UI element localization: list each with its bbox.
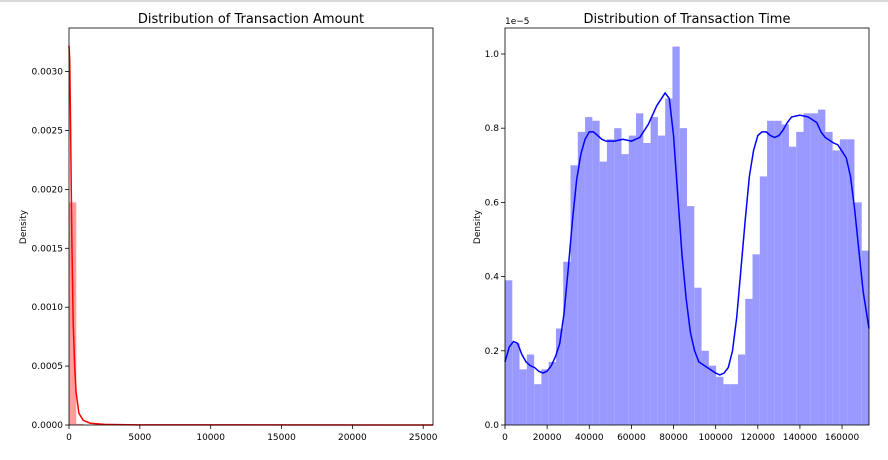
amount-x-axis: 0 5000 10000 15000 20000 25000 (66, 425, 438, 443)
time-bar (687, 206, 695, 425)
time-bar (723, 384, 731, 425)
time-y-tick-label: 0.2 (485, 347, 499, 357)
time-bar (759, 176, 768, 425)
amount-y-tick-label: 0.0015 (32, 244, 64, 254)
time-chart-offset-label: 1e−5 (505, 17, 530, 27)
time-bar (767, 120, 775, 425)
time-bar (636, 113, 644, 425)
amount-bar (76, 423, 84, 425)
time-bar (665, 98, 673, 425)
time-y-tick-label: 0.8 (485, 124, 500, 134)
time-bar (752, 254, 760, 425)
time-y-tick-label: 0.0 (485, 421, 500, 431)
time-y-tick-label: 1.0 (485, 50, 500, 60)
amount-y-tick-label: 0.0025 (32, 126, 64, 136)
time-y-axis: 0.0 0.2 0.4 0.6 0.8 1.0 (485, 50, 505, 431)
time-bar (810, 113, 819, 425)
time-bar (716, 376, 724, 425)
time-bar (730, 384, 738, 425)
top-border (0, 0, 888, 2)
time-bar (781, 124, 789, 426)
time-bar (861, 250, 869, 425)
time-bar (643, 143, 651, 426)
time-x-tick-label: 60000 (617, 433, 646, 443)
time-bar (847, 139, 855, 425)
time-bar (534, 384, 542, 425)
time-x-tick-label: 140000 (783, 433, 818, 443)
time-bar (708, 365, 717, 425)
time-chart-ylabel: Density (473, 209, 483, 244)
time-x-tick-label: 20000 (533, 433, 562, 443)
amount-x-tick-label: 25000 (409, 433, 438, 443)
time-bar (541, 369, 549, 425)
amount-plot-frame (68, 27, 434, 426)
amount-chart-ylabel: Density (19, 209, 29, 244)
time-bar (854, 202, 862, 425)
time-bar (796, 131, 804, 425)
time-bar (672, 46, 680, 426)
time-y-tick-label: 0.4 (485, 273, 500, 283)
time-bar (512, 343, 520, 425)
time-x-tick-label: 120000 (741, 433, 776, 443)
time-bar (774, 120, 782, 425)
amount-y-tick-label: 0.0030 (32, 68, 64, 78)
amount-x-tick-label: 20000 (338, 433, 367, 443)
amount-chart: Distribution of Transaction Amount Densi… (19, 12, 438, 443)
time-x-axis: 0 20000 40000 60000 80000 100000 120000 140000 1… (502, 425, 860, 443)
time-bar (555, 328, 564, 425)
amount-x-tick-label: 5000 (128, 433, 151, 443)
time-bar (577, 131, 586, 425)
amount-y-axis: 0.0000 0.0005 0.0010 0.0015 0.0020 0.0025 0.00… (32, 68, 69, 431)
time-bar (628, 135, 637, 425)
time-x-tick-label: 0 (502, 433, 508, 443)
amount-y-tick-label: 0.0005 (32, 362, 64, 372)
amount-x-tick-label: 15000 (267, 433, 296, 443)
amount-y-tick-label: 0.0010 (32, 303, 64, 313)
amount-chart-title: Distribution of Transaction Amount (138, 12, 364, 27)
time-bar (563, 261, 571, 425)
time-bar (839, 139, 848, 425)
time-bar (570, 165, 578, 425)
time-x-tick-label: 40000 (575, 433, 604, 443)
time-x-tick-label: 80000 (659, 433, 688, 443)
time-kde-line (504, 91, 870, 376)
time-chart-title: Distribution of Transaction Time (584, 12, 791, 27)
time-bar (585, 117, 593, 426)
time-x-tick-label: 160000 (825, 433, 860, 443)
time-plot-frame (504, 27, 870, 426)
time-bar (737, 354, 746, 425)
time-bar (803, 113, 811, 425)
amount-y-tick-label: 0.0020 (32, 185, 64, 195)
time-y-tick-label: 0.6 (485, 198, 500, 208)
time-bar (657, 135, 666, 425)
time-bars (505, 46, 869, 426)
time-bar (818, 109, 826, 426)
time-bar (606, 139, 615, 425)
time-bar (519, 369, 527, 425)
time-bar (788, 146, 797, 425)
amount-x-tick-label: 0 (66, 433, 72, 443)
time-chart: Distribution of Transaction Time Density… (473, 12, 870, 443)
time-bar (505, 280, 513, 425)
time-bar (745, 298, 753, 425)
time-bar (825, 131, 833, 425)
time-bar (832, 150, 840, 425)
amount-kde-line (68, 45, 434, 426)
time-bar (548, 361, 556, 425)
amount-x-tick-label: 10000 (196, 433, 225, 443)
time-bar (621, 154, 629, 425)
time-bar (650, 117, 658, 426)
time-bar (701, 350, 709, 425)
time-bar (599, 161, 607, 425)
amount-y-tick-label: 0.0000 (32, 421, 64, 431)
time-x-tick-label: 100000 (698, 433, 733, 443)
time-bar (526, 354, 535, 425)
time-bar (614, 128, 622, 426)
time-bar (694, 287, 702, 425)
time-bar (592, 120, 600, 425)
